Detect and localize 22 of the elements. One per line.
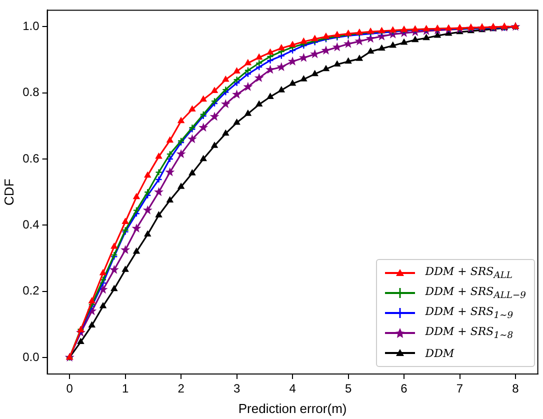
y-tick-label: 0.2 (22, 284, 40, 298)
y-tick-label: 0.8 (22, 85, 40, 100)
legend-label: DDM + SRS$_{ALL−9}$ (425, 284, 526, 302)
legend-label: DDM (425, 346, 454, 360)
y-tick-label: 0.4 (22, 217, 40, 232)
x-tick-label: 5 (344, 382, 352, 396)
x-tick-label: 0 (66, 382, 74, 396)
x-tick-label: 6 (400, 382, 408, 396)
x-tick-label: 8 (512, 382, 520, 396)
x-tick-label: 7 (456, 382, 464, 396)
legend-label: DDM + SRS$_{1∼8}$ (425, 324, 514, 342)
y-axis-title: CDF (1, 178, 16, 206)
x-tick-label: 4 (289, 382, 296, 396)
x-tick-label: 1 (122, 382, 129, 396)
x-tick-label: 2 (178, 382, 185, 396)
y-tick-label: 0.0 (22, 350, 40, 364)
legend-label: DDM + SRS$_{1∼9}$ (425, 304, 514, 322)
legend-label: DDM + SRS$_{ALL}$ (425, 264, 512, 282)
x-tick-label: 3 (233, 382, 240, 396)
x-axis-title: Prediction error(m) (238, 400, 347, 416)
y-tick-label: 0.6 (22, 151, 40, 166)
y-tick-label: 1.0 (22, 19, 40, 34)
